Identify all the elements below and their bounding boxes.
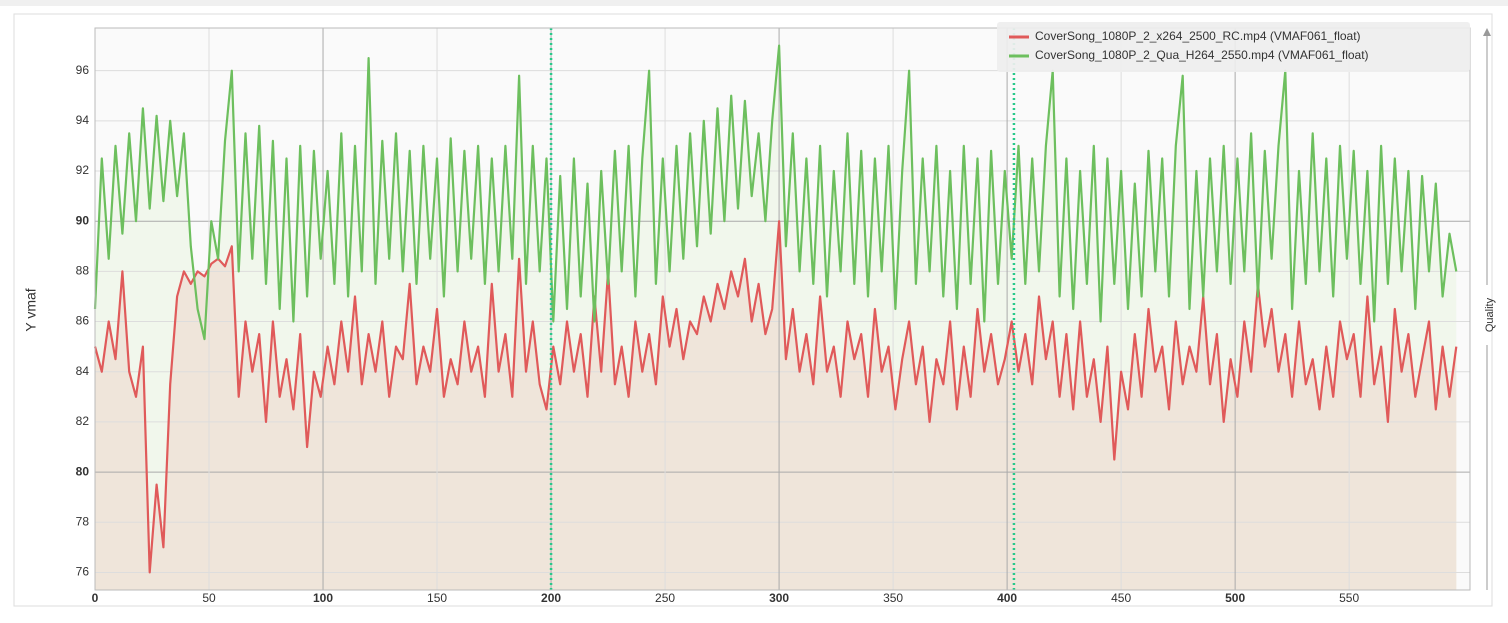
legend-label: CoverSong_1080P_2_Qua_H264_2550.mp4 (VMA… <box>1035 48 1369 62</box>
x-tick-label: 0 <box>92 591 99 605</box>
x-tick-label: 50 <box>202 591 216 605</box>
y-tick-label: 78 <box>76 514 90 528</box>
legend-label: CoverSong_1080P_2_x264_2500_RC.mp4 (VMAF… <box>1035 29 1361 43</box>
y-tick-label: 96 <box>76 63 90 77</box>
y-tick-label: 84 <box>76 364 90 378</box>
top-strip <box>0 0 1508 6</box>
y-tick-label: 94 <box>76 113 90 127</box>
series-line <box>93 44 1458 341</box>
y-axis-label: Y vmaf <box>23 288 39 331</box>
x-tick-label: 550 <box>1339 591 1359 605</box>
x-tick-label: 300 <box>769 591 789 605</box>
plot-area: 76 78 80 82 84 86 88 90 92 94 96 0 50 100 150 200 250 300… <box>76 22 1471 605</box>
x-tick-label: 350 <box>883 591 903 605</box>
arrow <box>1483 28 1491 36</box>
y2-axis-label: Quality <box>1484 297 1496 332</box>
x-tick-label: 200 <box>541 591 561 605</box>
area <box>95 221 1457 590</box>
x-tick-label: 150 <box>427 591 447 605</box>
plot-border <box>94 27 1471 591</box>
x-tick-label: 500 <box>1225 591 1245 605</box>
y-tick-label: 88 <box>76 264 90 278</box>
y-tick-label: 80 <box>76 464 90 478</box>
y-tick-label: 90 <box>76 213 90 227</box>
x-tick-label: 450 <box>1111 591 1131 605</box>
y-tick-label: 76 <box>76 565 90 579</box>
y-tick-label: 92 <box>76 163 90 177</box>
x-tick-label: 100 <box>313 591 333 605</box>
y-tick-label: 82 <box>76 414 90 428</box>
legend-box <box>997 22 1470 72</box>
x-tick-label: 400 <box>997 591 1017 605</box>
series-line <box>93 220 1458 574</box>
y-tick-label: 86 <box>76 314 90 328</box>
x-tick-label: 250 <box>655 591 675 605</box>
